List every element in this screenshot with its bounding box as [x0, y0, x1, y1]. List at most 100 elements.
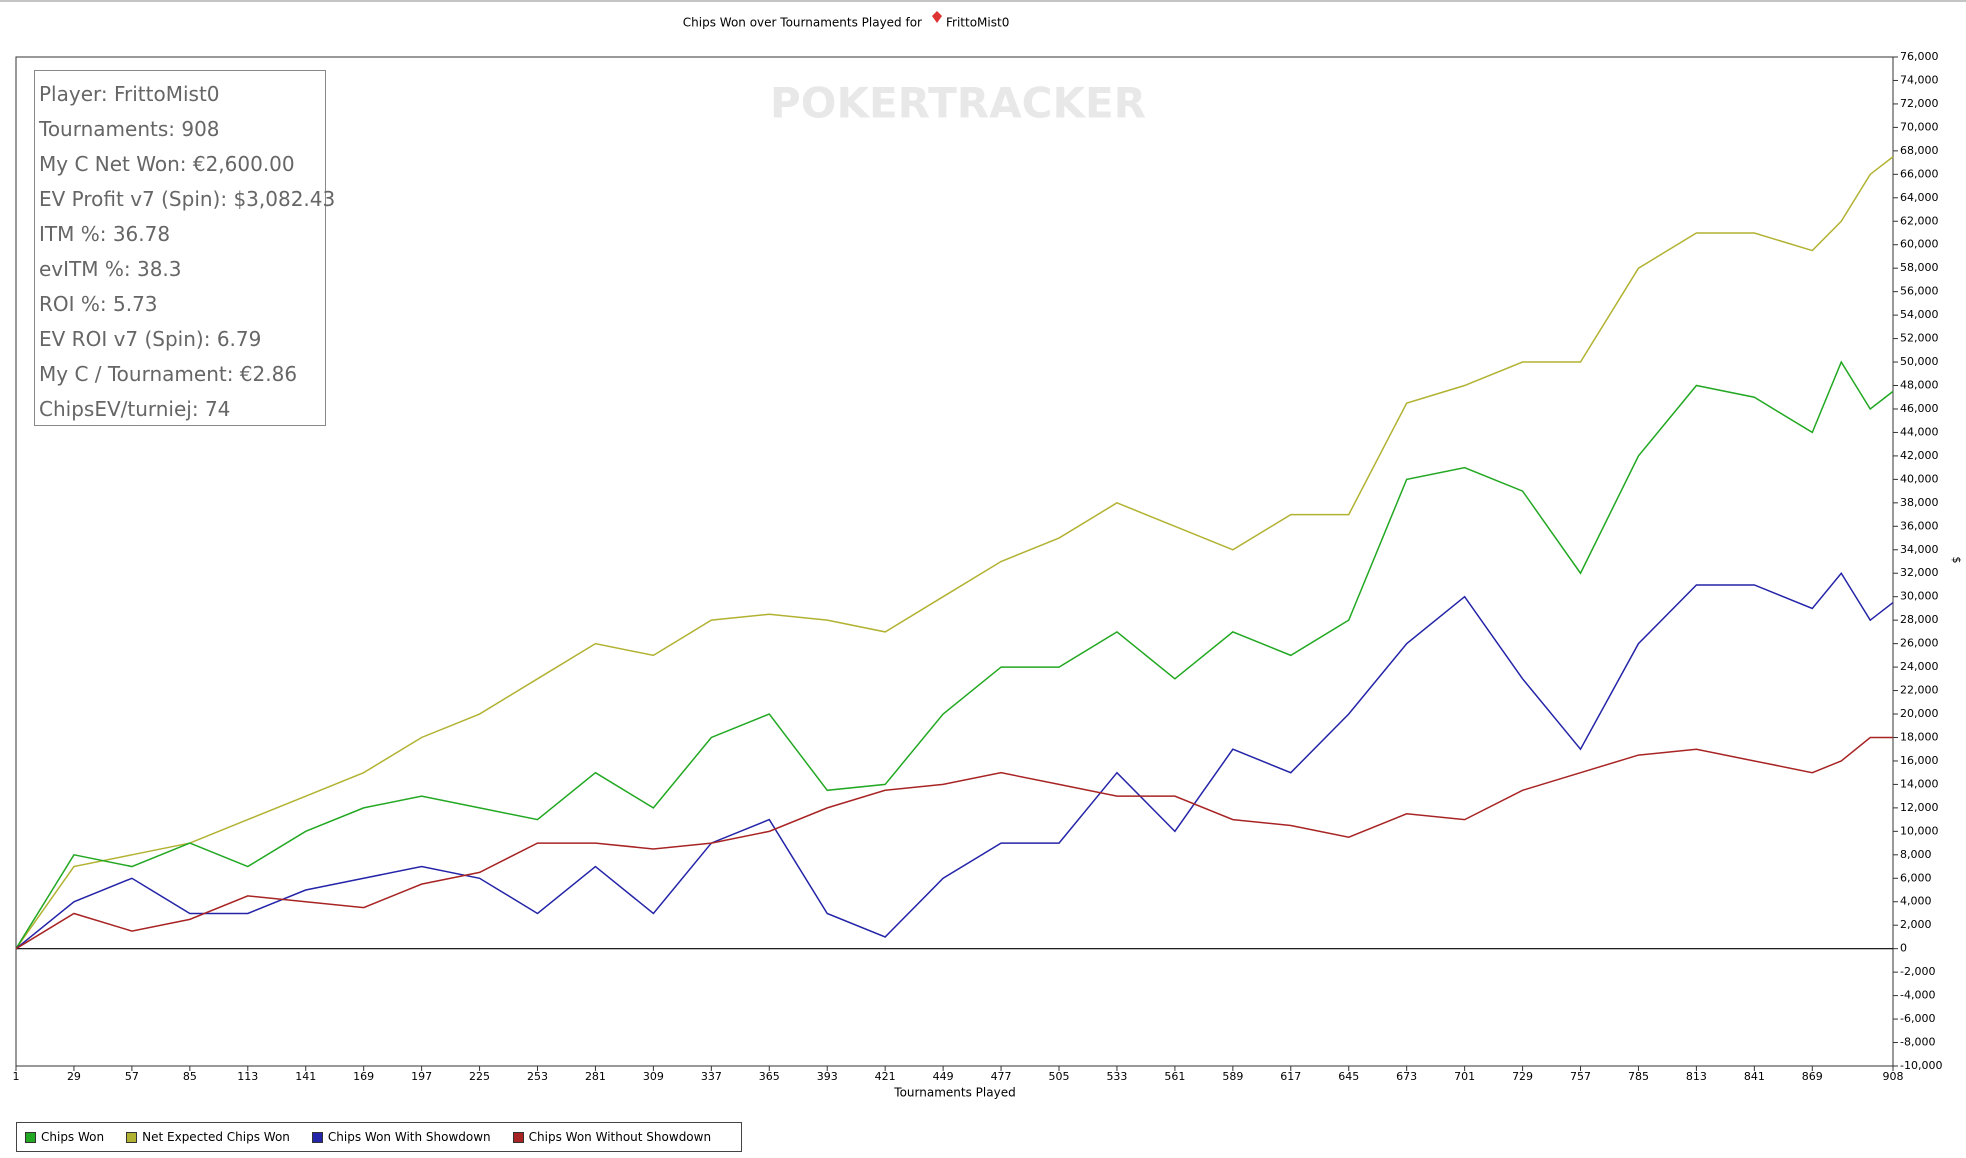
x-tick-label: 253: [527, 1070, 548, 1083]
y-tick-label: 64,000: [1900, 191, 1939, 204]
stat-line: My C / Tournament: €2.86: [39, 362, 298, 386]
x-tick-label: 729: [1512, 1070, 1533, 1083]
x-tick-label: 908: [1883, 1070, 1904, 1083]
y-tick-label: 70,000: [1900, 120, 1939, 133]
x-tick-label: 869: [1802, 1070, 1823, 1083]
y-tick-label: 34,000: [1900, 543, 1939, 556]
x-tick-label: 813: [1686, 1070, 1707, 1083]
x-tick-label: 701: [1454, 1070, 1475, 1083]
legend: Chips Won Net Expected Chips Won Chips Won…: [16, 1122, 743, 1152]
y-tick-label: 44,000: [1900, 425, 1939, 438]
x-tick-label: 29: [67, 1070, 81, 1083]
stat-line: EV ROI v7 (Spin): 6.79: [39, 327, 262, 351]
legend-swatch: [311, 1131, 323, 1143]
y-tick-label: 32,000: [1900, 566, 1939, 579]
legend-item: Net Expected Chips Won: [126, 1130, 290, 1144]
y-tick-label: 72,000: [1900, 97, 1939, 110]
legend-swatch: [25, 1131, 36, 1143]
x-tick-label: 841: [1744, 1070, 1765, 1083]
stat-line: Tournaments: 908: [39, 117, 220, 141]
y-tick-label: 68,000: [1900, 144, 1939, 157]
stat-line: ChipsEV/turniej: 74: [39, 397, 231, 421]
y-tick-label: -10,000: [1900, 1059, 1942, 1072]
y-tick-label: 58,000: [1900, 261, 1939, 274]
x-tick-label: 477: [991, 1070, 1012, 1083]
y-tick-label: 24,000: [1900, 660, 1939, 673]
y-tick-label: 54,000: [1900, 308, 1939, 321]
stat-line: EV Profit v7 (Spin): $3,082.43: [39, 187, 336, 211]
y-tick-label: 2,000: [1900, 918, 1932, 931]
y-tick-label: -8,000: [1900, 1036, 1935, 1049]
x-tick-label: 673: [1396, 1070, 1417, 1083]
y-tick-label: 52,000: [1900, 332, 1939, 345]
series-line: [15, 736, 1893, 950]
x-tick-label: 141: [295, 1070, 316, 1083]
legend-swatch: [512, 1131, 524, 1143]
y-tick-label: 14,000: [1900, 777, 1939, 790]
legend-item: Chips Won: [25, 1130, 104, 1144]
y-tick-label: 22,000: [1900, 684, 1939, 697]
y-tick-label: 4,000: [1900, 895, 1932, 908]
x-tick-label: 281: [585, 1070, 606, 1083]
y-tick-label: 12,000: [1900, 801, 1939, 814]
legend-label: Net Expected Chips Won: [142, 1130, 290, 1144]
y-tick-label: 42,000: [1900, 449, 1939, 462]
series-line: [15, 156, 1894, 950]
y-tick-label: 62,000: [1900, 214, 1939, 227]
legend-item: Chips Won With Showdown: [311, 1130, 491, 1144]
legend-label: Chips Won Without Showdown: [528, 1130, 712, 1144]
y-tick-label: 16,000: [1900, 754, 1939, 767]
x-tick-label: 421: [875, 1070, 896, 1083]
x-tick-label: 57: [125, 1070, 139, 1083]
x-tick-label: 337: [701, 1070, 722, 1083]
y-tick-label: 28,000: [1900, 613, 1939, 626]
y-tick-label: 18,000: [1900, 730, 1939, 743]
y-tick-label: -6,000: [1900, 1012, 1935, 1025]
player-name: FrittoMist0: [946, 16, 1009, 30]
plot-frame: [15, 56, 1894, 1067]
y-tick-label: -2,000: [1900, 965, 1935, 978]
x-tick-label: 589: [1222, 1070, 1243, 1083]
x-tick-label: 561: [1164, 1070, 1185, 1083]
y-tick-label: -4,000: [1900, 989, 1935, 1002]
y-tick-label: 6,000: [1900, 871, 1932, 884]
y-tick-label: 30,000: [1900, 590, 1939, 603]
legend-item: Chips Won Without Showdown: [512, 1130, 712, 1144]
x-tick-label: 1: [13, 1070, 20, 1083]
player-icon: [932, 11, 942, 23]
x-tick-label: 785: [1628, 1070, 1649, 1083]
y-tick-label: 46,000: [1900, 402, 1939, 415]
legend-label: Chips Won With Showdown: [327, 1130, 491, 1144]
y-tick-label: 26,000: [1900, 637, 1939, 650]
y-tick-label: 20,000: [1900, 707, 1939, 720]
watermark: POKERTRACKER: [770, 79, 1146, 128]
x-tick-label: 309: [643, 1070, 664, 1083]
series-line: [15, 360, 1894, 950]
y-tick-label: 60,000: [1900, 238, 1939, 251]
x-tick-label: 365: [759, 1070, 780, 1083]
x-axis-label: Tournaments Played: [893, 1086, 1015, 1100]
stats-box: Player: FrittoMist0 Tournaments: 908 My C …: [34, 70, 336, 426]
x-tick-label: 645: [1338, 1070, 1359, 1083]
y-tick-label: 74,000: [1900, 73, 1939, 86]
x-tick-label: 85: [183, 1070, 197, 1083]
stat-line: evITM %: 38.3: [39, 257, 182, 281]
x-tick-label: 225: [469, 1070, 490, 1083]
x-tick-label: 505: [1049, 1070, 1070, 1083]
x-tick-label: 757: [1570, 1070, 1591, 1083]
y-tick-label: 0: [1900, 942, 1907, 955]
x-tick-label: 449: [933, 1070, 954, 1083]
legend-label: Chips Won: [41, 1130, 105, 1144]
x-tick-label: 169: [353, 1070, 374, 1083]
y-tick-label: 66,000: [1900, 167, 1939, 180]
x-tick-label: 393: [817, 1070, 838, 1083]
stat-line: My C Net Won: €2,600.00: [39, 152, 295, 176]
stat-line: Player: FrittoMist0: [39, 82, 220, 106]
x-tick-label: 533: [1106, 1070, 1127, 1083]
x-tick-label: 617: [1280, 1070, 1301, 1083]
y-tick-label: 38,000: [1900, 496, 1939, 509]
y-tick-label: 50,000: [1900, 355, 1939, 368]
stat-line: ROI %: 5.73: [39, 292, 158, 316]
